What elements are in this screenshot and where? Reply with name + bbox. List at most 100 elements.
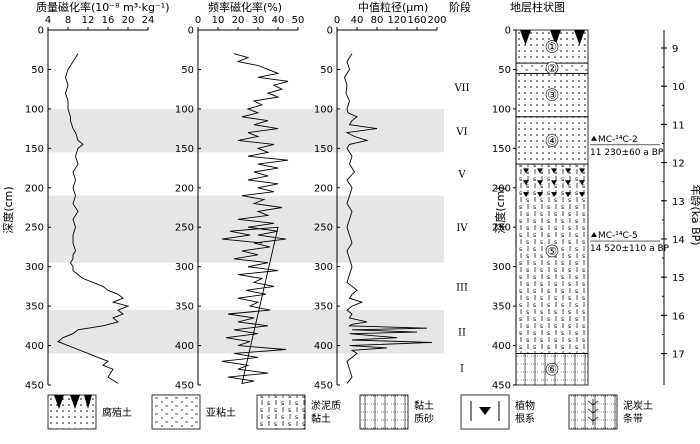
x-tick-label: 10 bbox=[212, 15, 225, 26]
column-title: 地层柱状图 bbox=[510, 0, 565, 14]
date-code: MC-¹⁴C-2 bbox=[598, 135, 638, 145]
root-symbol bbox=[523, 180, 529, 186]
depth-tick-label: 200 bbox=[25, 183, 44, 194]
depth-tick-label: 400 bbox=[25, 341, 44, 352]
depth-tick-label: 200 bbox=[314, 183, 333, 194]
legend-swatch bbox=[151, 394, 201, 430]
legend-label: 淤泥质 bbox=[311, 399, 341, 412]
layer-number-ring bbox=[545, 362, 559, 376]
x-tick-label: 50 bbox=[292, 15, 305, 26]
root-symbol bbox=[551, 192, 557, 198]
depth-tick-label: 250 bbox=[175, 223, 194, 234]
age-tick-label: 16 bbox=[672, 311, 685, 322]
depth-tick-label: 50 bbox=[31, 65, 44, 76]
stage-title: 阶段 bbox=[449, 0, 471, 14]
legend-swatch bbox=[256, 394, 306, 430]
legend-label: 根系 bbox=[515, 412, 535, 425]
legend-label: 泥炭土 bbox=[623, 399, 653, 412]
depth-tick-label: 300 bbox=[25, 262, 44, 273]
depth-tick-label: 150 bbox=[25, 144, 44, 155]
date-marker bbox=[591, 135, 597, 141]
age-tick-label: 10 bbox=[672, 82, 685, 93]
data-lines bbox=[57, 53, 433, 384]
column-depth-tick-label: 350 bbox=[492, 302, 511, 313]
depth-tick-label: 350 bbox=[314, 302, 333, 313]
x-tick-label: 40 bbox=[351, 15, 364, 26]
x-tick-label: 24 bbox=[142, 15, 155, 26]
depth-tick-label: 150 bbox=[314, 144, 333, 155]
stage-label: II bbox=[458, 327, 466, 338]
x-tick-label: 16 bbox=[102, 15, 115, 26]
column-depth-tick-label: 200 bbox=[492, 183, 511, 194]
x-tick-label: 30 bbox=[252, 15, 265, 26]
legend-label: 黏土 bbox=[311, 412, 331, 425]
depth-tick-label: 450 bbox=[314, 381, 333, 392]
humus-triangle bbox=[574, 30, 585, 45]
layer-number: ⑥ bbox=[547, 363, 557, 376]
depth-tick-label: 100 bbox=[175, 104, 194, 115]
age-tick-label: 12 bbox=[672, 159, 685, 170]
age-tick-label: 15 bbox=[672, 273, 685, 284]
date-value: 11 230±60 a BP bbox=[590, 148, 664, 158]
legend-label: 条带 bbox=[623, 412, 643, 425]
x-tick-label: 80 bbox=[371, 15, 384, 26]
x-tick-label: 4 bbox=[45, 15, 51, 26]
humus-triangle bbox=[84, 395, 92, 409]
peat-symbol bbox=[587, 399, 599, 425]
root-symbol bbox=[537, 168, 543, 174]
legend-label: 亚粘土 bbox=[206, 406, 236, 419]
root-symbol bbox=[579, 168, 585, 174]
depth-tick-label: 250 bbox=[314, 223, 333, 234]
depth-axis-label-2: 深度(cm) bbox=[493, 186, 507, 233]
root-symbol bbox=[565, 180, 571, 186]
depth-tick-label: 50 bbox=[181, 65, 194, 76]
legend-swatch bbox=[47, 394, 97, 430]
legend-swatch bbox=[460, 394, 510, 430]
root-symbol bbox=[537, 192, 543, 198]
depth-tick-label: 400 bbox=[314, 341, 333, 352]
depth-tick-label: 400 bbox=[175, 341, 194, 352]
humus-triangle bbox=[520, 30, 531, 45]
column-depth-tick-label: 400 bbox=[492, 341, 511, 352]
root-symbol bbox=[523, 192, 529, 198]
depth-tick-label: 250 bbox=[25, 223, 44, 234]
fd-title: 频率磁化率(%) bbox=[208, 0, 282, 14]
humus-triangle bbox=[550, 30, 561, 45]
stage-label: VII bbox=[453, 83, 469, 94]
stage-label: VI bbox=[455, 127, 467, 138]
layer-number: ⑤ bbox=[547, 245, 557, 258]
x-tick-label: 160 bbox=[407, 15, 426, 26]
root-symbol bbox=[537, 180, 543, 186]
depth-tick-label: 100 bbox=[314, 104, 333, 115]
legend-label: 质砂 bbox=[414, 412, 434, 425]
layer-number: ③ bbox=[547, 89, 557, 102]
column-depth-tick-label: 150 bbox=[492, 144, 511, 155]
strat-column: ss①②③④⑤⑥05010015020025030035040045091011… bbox=[492, 26, 685, 392]
column-depth-tick-label: 300 bbox=[492, 262, 511, 273]
depth-tick-label: 0 bbox=[38, 26, 44, 37]
column-layer bbox=[515, 163, 589, 354]
chi-title: 质量磁化率(10⁻⁸ m³·kg⁻¹) bbox=[36, 0, 169, 14]
column-depth-tick-label: 0 bbox=[505, 26, 511, 37]
depth-tick-label: 0 bbox=[188, 26, 194, 37]
x-tick-label: 200 bbox=[427, 15, 446, 26]
column-depth-tick-label: 450 bbox=[492, 381, 511, 392]
fd-series-line bbox=[221, 53, 289, 384]
chi-series-line bbox=[57, 53, 130, 384]
humus-triangle bbox=[70, 395, 80, 409]
root-symbol bbox=[565, 168, 571, 174]
date-value: 14 520±110 a BP bbox=[590, 244, 670, 254]
depth-tick-label: 0 bbox=[327, 26, 333, 37]
legend-label: 植物 bbox=[515, 399, 535, 412]
legend-label: 腐殖土 bbox=[102, 406, 132, 419]
layer-number-ring bbox=[545, 88, 559, 101]
column-depth-tick-label: 250 bbox=[492, 223, 511, 234]
layer-number-ring bbox=[545, 244, 559, 258]
gs-title: 中值粒径(μm) bbox=[358, 0, 428, 14]
humus-triangle bbox=[54, 395, 64, 409]
stage-label: V bbox=[457, 170, 466, 181]
stage-band bbox=[48, 195, 444, 263]
